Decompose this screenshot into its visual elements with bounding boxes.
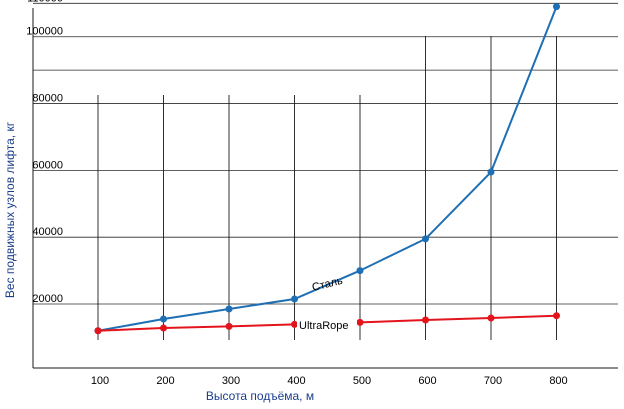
data-point [356, 318, 364, 326]
x-axis-title: Высота подъёма, м [206, 389, 314, 403]
y-tick-label: 60000 [32, 159, 63, 171]
data-point [291, 295, 298, 303]
data-point [225, 305, 233, 313]
data-point [160, 315, 167, 323]
x-tick-labels: 100 200 300 400 500 600 700 800 [91, 375, 568, 387]
y-tick-label: 100000 [26, 26, 63, 38]
series-line-0 [97, 6, 558, 332]
y-tick-label: 20000 [32, 293, 63, 305]
series-group: Сталь UltraRope [94, 3, 560, 335]
data-point [487, 314, 495, 322]
data-point [487, 168, 495, 176]
y-tick-label: 80000 [32, 93, 63, 105]
x-tick-label: 400 [287, 375, 305, 387]
data-point [553, 3, 560, 11]
y-tick-label: 110000 [27, 0, 63, 4]
data-point [356, 267, 364, 275]
x-tick-label: 600 [418, 375, 436, 387]
data-point [422, 235, 429, 243]
axes [32, 8, 618, 369]
y-axis-title: Вес подвижных узлов лифта, кг [3, 121, 17, 298]
series-label-steel: Сталь [311, 275, 344, 294]
x-tick-label: 200 [156, 375, 174, 387]
data-point [94, 327, 102, 335]
x-tick-label: 700 [484, 375, 502, 387]
x-tick-label: 800 [549, 375, 567, 387]
x-tick-label: 500 [353, 375, 371, 387]
series-label-bg [297, 317, 357, 332]
data-point [553, 312, 560, 320]
data-point [291, 320, 298, 328]
data-point [422, 316, 429, 324]
data-point [160, 324, 167, 332]
x-tick-label: 100 [91, 375, 109, 387]
y-tick-label: 40000 [32, 226, 63, 238]
series-label-ultrarope: UltraRope [299, 320, 349, 332]
y-tick-labels: 20000 40000 60000 80000 100000 110000 [26, 0, 63, 305]
data-point [225, 322, 233, 330]
gridlines [33, 2, 618, 340]
x-tick-label: 300 [222, 375, 240, 387]
